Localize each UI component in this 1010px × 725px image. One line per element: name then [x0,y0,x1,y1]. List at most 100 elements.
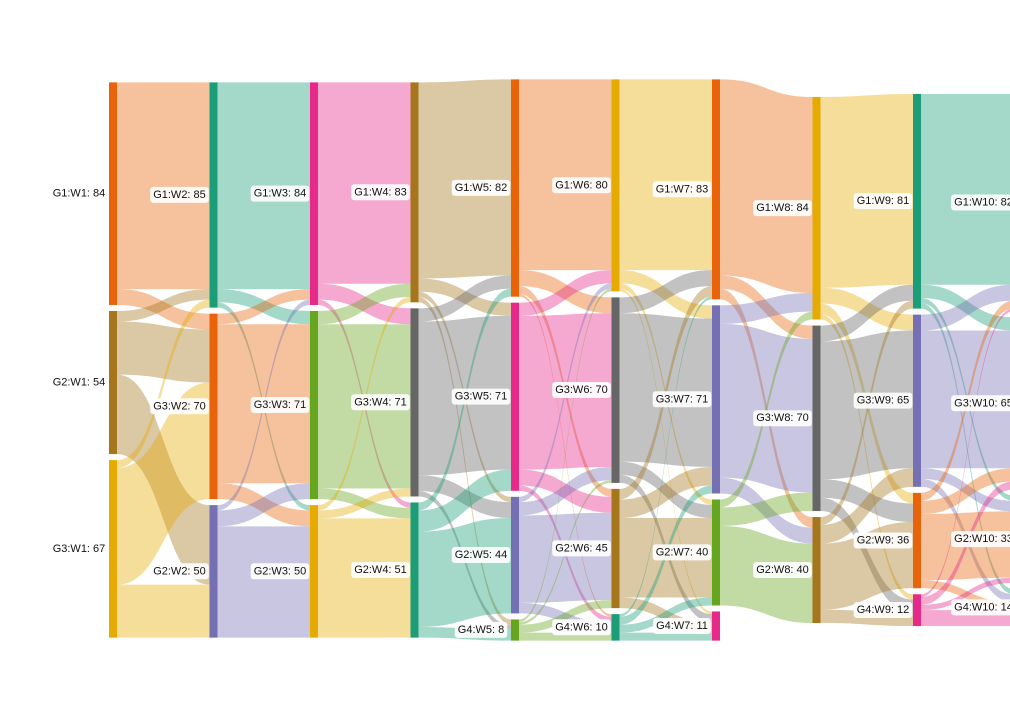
link [318,488,411,519]
label-background [853,193,913,210]
label-background [652,544,712,561]
link [720,288,813,528]
label-background [451,388,511,405]
link [117,374,210,585]
node-label: G2:W4: 51 [354,564,407,576]
link [418,79,511,279]
link [217,526,310,638]
node-label: G4:W7: 11 [656,620,708,632]
link [519,512,612,603]
label-background [150,398,209,415]
node-label: G2:W7: 40 [656,546,709,558]
link [519,466,612,516]
node [913,314,921,487]
node-label: G2:W9: 36 [857,534,910,546]
link [720,311,813,508]
link [619,270,712,314]
link [921,577,1010,611]
link [921,468,1010,512]
label-background [653,617,711,634]
label-background [951,599,1010,616]
labels: G1:W1: 84 G2:W1: 54 G3:W1: 67 G1:W2: 85 G3:W… [49,177,1010,638]
node [410,502,419,638]
node-label: G1:W7: 83 [656,183,709,195]
node-label: G2:W10: 33 [954,533,1010,545]
node [511,496,519,614]
node-label: G3:W7: 71 [656,393,709,405]
label-background [49,374,109,391]
node-label: G3:W9: 65 [857,395,910,407]
link [418,469,511,532]
link [418,275,511,322]
link [619,288,712,615]
link [820,287,913,331]
label-background [753,410,812,427]
link [117,299,210,469]
link [820,284,913,342]
label-background [250,396,310,413]
label-background [451,547,511,564]
node-label: G3:W6: 70 [555,384,608,396]
label-background [451,179,511,196]
node-label: G1:W1: 84 [53,188,106,200]
node [511,619,519,641]
label-background [552,382,611,399]
node [712,499,720,606]
link [117,289,210,330]
node [209,505,218,638]
node-label: G3:W4: 71 [354,396,407,408]
link [720,275,813,339]
link [820,314,913,600]
label-background [951,194,1010,211]
label-background [552,177,611,194]
node [611,79,620,292]
label-background [753,561,812,578]
node-label: G3:W2: 70 [153,400,206,412]
node-label: G3:W5: 71 [455,391,508,403]
node [310,82,318,305]
node-label: G2:W3: 50 [254,565,307,577]
link [921,284,1010,331]
link [217,483,310,527]
node [511,79,519,297]
node [109,82,117,305]
link [117,584,210,638]
node [410,308,419,497]
node [209,313,218,500]
node [310,310,318,500]
node-label: G1:W2: 85 [153,189,206,201]
link [217,289,310,325]
node [109,460,117,638]
node-label: G1:W8: 84 [756,202,809,214]
node [913,93,921,309]
link [117,289,210,322]
node-label: G2:W1: 54 [53,376,106,388]
node [611,297,620,483]
label-background [951,395,1010,412]
node [913,594,921,627]
link [519,469,612,513]
node [712,305,720,494]
label-background [250,563,310,580]
label-background [150,563,209,580]
link [619,296,712,617]
label-background [49,185,109,202]
node-label: G4:W10: 14 [954,601,1010,613]
label-background [853,532,913,549]
node [611,614,620,641]
link [117,82,210,290]
link [318,82,411,284]
node [209,82,218,308]
node [511,302,519,491]
node-label: G4:W9: 12 [857,604,910,616]
node-label: G3:W1: 67 [53,543,106,555]
link [921,468,1010,515]
label-background [351,394,410,411]
node [611,488,620,609]
node [109,310,117,455]
link [820,300,913,525]
link [318,283,411,325]
node [410,82,419,303]
node [812,517,821,624]
